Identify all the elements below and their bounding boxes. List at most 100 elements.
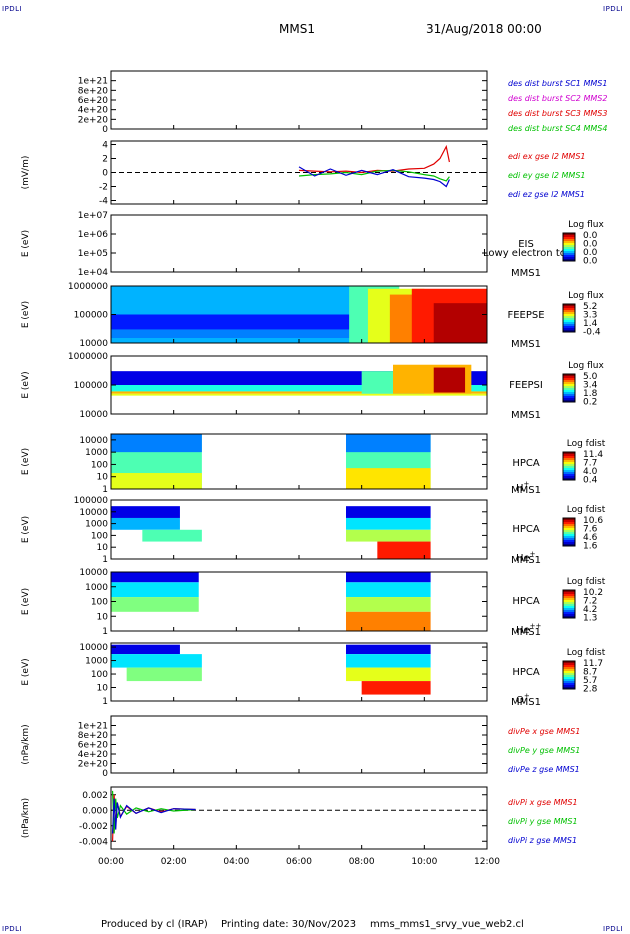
colorbar-segment	[563, 233, 575, 236]
y-tick-label: 6e+20	[78, 741, 109, 751]
footer-script-name: mms_mms1_srvy_vue_web2.cl	[370, 919, 524, 930]
colorbar-title: Log flux	[568, 361, 604, 371]
colorbar-tick-label: 5.7	[583, 676, 597, 686]
colorbar-tick-label: 3.4	[583, 380, 598, 390]
instrument-label: FEEPSI	[509, 380, 543, 391]
colorbar-tick-label: 11.7	[583, 659, 603, 669]
y-tick-label: 2e+20	[78, 760, 109, 770]
colorbar-segment	[563, 243, 575, 246]
y-axis-label: E (eV)	[21, 658, 31, 685]
colorbar-tick-label: 8.7	[583, 667, 597, 677]
y-tick-label: 100	[91, 598, 108, 608]
y-tick-label: 1e+06	[78, 230, 109, 240]
colorbar-title: Log fdist	[567, 648, 606, 658]
colorbar-segment	[563, 330, 575, 333]
colorbar-segment	[563, 259, 575, 262]
colorbar-title: Log fdist	[567, 505, 606, 515]
colorbar-tick-label: 0.0	[583, 239, 598, 249]
x-tick-label: 02:00	[161, 857, 187, 867]
y-tick-label: 100	[91, 670, 108, 680]
y-tick-label: 0.002	[82, 791, 108, 801]
spectrogram-patch	[346, 667, 431, 682]
colorbar-tick-label: 3.3	[583, 310, 597, 320]
instrument-label: HPCA	[512, 458, 540, 469]
spectrogram-patch	[346, 572, 431, 583]
x-tick-label: 08:00	[349, 857, 375, 867]
date-title: 31/Aug/2018 00:00	[426, 22, 542, 36]
y-tick-label: 2e+20	[78, 115, 109, 125]
corner-label-top-right: IPDLI	[603, 5, 624, 13]
y-tick-label: 10	[97, 684, 109, 694]
y-tick-label: 1	[102, 697, 108, 707]
colorbar-segment	[563, 255, 575, 258]
legend-entry: des dist burst SC1 MMS1	[508, 79, 607, 88]
colorbar-segment	[563, 532, 575, 535]
y-tick-label: 1	[102, 485, 108, 495]
y-tick-label: 1	[102, 627, 108, 637]
y-tick-label: 1e+05	[78, 249, 108, 259]
y-tick-label: 4e+20	[78, 106, 109, 116]
spacecraft-label: MMS1	[511, 485, 541, 496]
y-tick-label: -0.004	[79, 837, 108, 847]
colorbar-segment	[563, 540, 575, 543]
y-tick-label: 0	[102, 169, 108, 179]
colorbar-tick-label: 1.6	[583, 541, 598, 551]
y-tick-label: 4e+20	[78, 750, 109, 760]
colorbar-segment	[563, 520, 575, 523]
colorbar-segment	[563, 614, 575, 617]
colorbar-frame	[562, 373, 576, 403]
spectrogram-patch	[346, 506, 431, 518]
spectrogram-patch	[111, 506, 180, 518]
colorbar-frame	[562, 517, 576, 547]
colorbar-tick-label: 1.4	[583, 319, 598, 329]
colorbar-segment	[563, 604, 575, 607]
y-tick-label: 0	[102, 125, 108, 135]
y-tick-label: -4	[99, 197, 108, 207]
y-axis-label: E (eV)	[21, 230, 31, 257]
colorbar-segment	[563, 380, 575, 383]
colorbar-segment	[563, 460, 575, 463]
series-line	[111, 790, 196, 834]
colorbar-segment	[563, 542, 575, 545]
instrument-label: FEEPSE	[507, 310, 544, 321]
legend-entry: divPi y gse MMS1	[508, 817, 578, 826]
x-tick-label: 00:00	[98, 857, 124, 867]
legend-entry: edi ex gse l2 MMS1	[508, 152, 586, 161]
colorbar-segment	[563, 458, 575, 461]
colorbar-segment	[563, 524, 575, 527]
spectrogram-patch	[111, 654, 202, 668]
colorbar-segment	[563, 528, 575, 531]
colorbar-segment	[563, 476, 575, 479]
y-tick-label: 100000	[74, 381, 109, 391]
colorbar-segment	[563, 320, 575, 323]
colorbar-frame	[562, 589, 576, 619]
colorbar-segment	[563, 452, 575, 455]
colorbar-tick-label: 11.4	[583, 450, 603, 460]
colorbar-segment	[563, 671, 575, 674]
corner-label-bottom-right: IPDLI	[603, 925, 624, 933]
legend-entry: des dist burst SC2 MMS2	[508, 94, 607, 103]
y-axis-label: (nPa/km)	[21, 724, 31, 764]
colorbar-segment	[563, 665, 575, 668]
colorbar-segment	[563, 239, 575, 242]
y-tick-label: 10000	[79, 436, 108, 446]
y-tick-label: 0.000	[82, 806, 108, 816]
y-tick-label: 0	[102, 769, 108, 779]
y-tick-label: 10000	[79, 508, 108, 518]
colorbar-tick-label: 0.0	[583, 256, 598, 266]
colorbar-segment	[563, 530, 575, 533]
colorbar-frame	[562, 303, 576, 333]
colorbar-frame	[562, 232, 576, 262]
colorbar-segment	[563, 308, 575, 311]
colorbar-segment	[563, 396, 575, 399]
y-tick-label: 10000	[79, 568, 108, 578]
colorbar-segment	[563, 616, 575, 619]
colorbar-segment	[563, 390, 575, 393]
colorbar-segment	[563, 386, 575, 389]
y-tick-label: 1e+21	[78, 77, 108, 87]
colorbar-segment	[563, 251, 575, 254]
spacecraft-label: MMS1	[511, 410, 541, 421]
legend-entry: des dist burst SC4 MMS4	[508, 124, 607, 133]
y-tick-label: 1000000	[68, 352, 108, 362]
colorbar-segment	[563, 612, 575, 615]
